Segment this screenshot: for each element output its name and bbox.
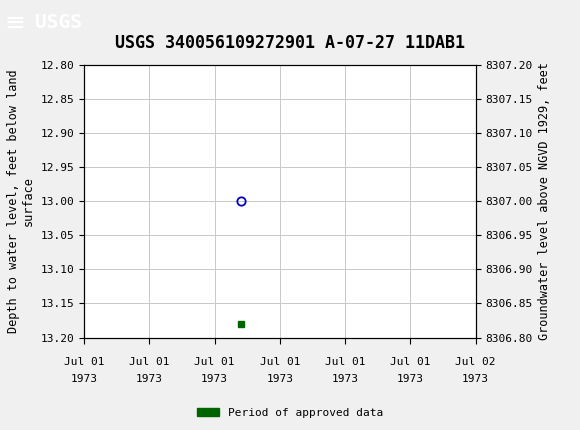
Text: 1973: 1973 (201, 374, 228, 384)
Text: 1973: 1973 (332, 374, 358, 384)
Text: Jul 01: Jul 01 (129, 357, 169, 367)
Legend: Period of approved data: Period of approved data (193, 403, 387, 422)
Text: Jul 02: Jul 02 (455, 357, 496, 367)
Text: 1973: 1973 (397, 374, 424, 384)
Text: USGS: USGS (35, 13, 82, 32)
Text: 1973: 1973 (266, 374, 293, 384)
Text: 1973: 1973 (71, 374, 97, 384)
Text: Jul 01: Jul 01 (64, 357, 104, 367)
Y-axis label: Groundwater level above NGVD 1929, feet: Groundwater level above NGVD 1929, feet (538, 62, 551, 340)
Text: 1973: 1973 (136, 374, 163, 384)
Text: Jul 01: Jul 01 (325, 357, 365, 367)
Y-axis label: Depth to water level, feet below land
surface: Depth to water level, feet below land su… (7, 69, 35, 333)
Text: Jul 01: Jul 01 (390, 357, 430, 367)
Text: USGS 340056109272901 A-07-27 11DAB1: USGS 340056109272901 A-07-27 11DAB1 (115, 34, 465, 52)
Text: ≡: ≡ (5, 11, 26, 34)
Text: Jul 01: Jul 01 (260, 357, 300, 367)
Text: Jul 01: Jul 01 (194, 357, 235, 367)
Text: 1973: 1973 (462, 374, 489, 384)
